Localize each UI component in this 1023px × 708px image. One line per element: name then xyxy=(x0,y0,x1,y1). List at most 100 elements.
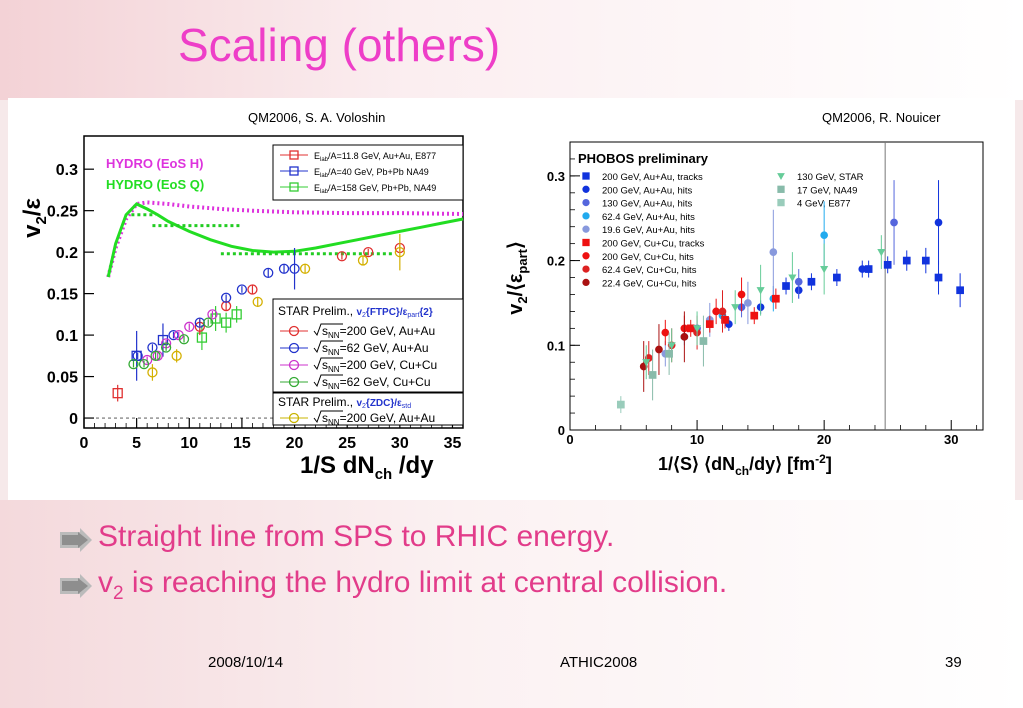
plot-frame xyxy=(569,141,984,431)
right-chart-credit: QM2006, R. Nouicer xyxy=(822,110,941,125)
data-point xyxy=(278,263,290,274)
data-point xyxy=(220,300,232,312)
legend-box-star xyxy=(272,298,464,393)
data-point xyxy=(902,256,911,265)
legend-text: 200 GeV, Cu+Cu, tracks xyxy=(602,239,705,250)
legend-marker xyxy=(582,238,590,247)
x-tick-label: 0 xyxy=(566,432,573,447)
legend-marker xyxy=(288,359,300,371)
data-point xyxy=(858,265,867,273)
legend-box-zdc xyxy=(272,392,464,426)
footer-page-number: 39 xyxy=(945,654,962,671)
data-point xyxy=(203,317,214,328)
data-point xyxy=(693,325,702,333)
legend-text: 200 GeV, Au+Au, hits xyxy=(602,185,692,196)
chart-title: PHOBOS preliminary xyxy=(578,151,709,166)
data-point xyxy=(252,296,263,308)
data-point xyxy=(712,307,720,316)
legend-text: Elab/A=11.8 GeV, Au+Au, E877 xyxy=(314,151,436,163)
data-point xyxy=(263,267,274,279)
legend-text: 22.4 GeV, Cu+Cu, hits xyxy=(602,278,697,289)
data-point xyxy=(744,299,752,307)
legend-text: sNN=200 GeV, Au+Au xyxy=(322,324,435,340)
legend-marker xyxy=(582,185,590,193)
x-tick-label: 10 xyxy=(690,432,704,447)
footer-background xyxy=(0,500,1023,708)
data-point xyxy=(699,337,708,345)
legend-text: Elab/A=40 GeV, Pb+Pb NA49 xyxy=(314,167,429,179)
data-point xyxy=(363,246,374,258)
data-point xyxy=(655,345,663,354)
legend-text: sNN=62 GeV, Au+Au xyxy=(322,341,429,357)
legend-text: sNN=200 GeV, Au+Au xyxy=(322,411,435,427)
data-point xyxy=(820,265,829,274)
data-point xyxy=(807,277,816,286)
x-tick-label: 20 xyxy=(286,435,304,452)
x-tick-label: 15 xyxy=(233,435,251,452)
y-tick-label: 0.2 xyxy=(547,254,565,269)
legend-marker xyxy=(288,342,300,354)
bullet-text: v2 is reaching the hydro limit at centra… xyxy=(98,566,728,604)
legend-text: 130 GeV, STAR xyxy=(797,172,864,183)
data-point xyxy=(705,320,714,328)
legend-text: 62.4 GeV, Au+Au, hits xyxy=(602,212,695,223)
sqrt-symbol xyxy=(313,340,343,354)
data-point xyxy=(168,329,179,341)
hydro-label: HYDRO (EoS H) xyxy=(106,156,204,171)
data-point xyxy=(289,263,300,274)
data-point xyxy=(648,371,657,379)
data-point xyxy=(171,350,182,361)
legend-box-top xyxy=(272,144,464,201)
legend-marker xyxy=(777,173,785,181)
data-point xyxy=(247,284,258,295)
hydro-label: HYDRO (EoS Q) xyxy=(106,177,204,192)
x-tick-label: 25 xyxy=(338,435,356,452)
y-axis-label: v2/ε xyxy=(19,198,50,238)
data-point xyxy=(756,287,765,295)
left-chart-credit: QM2006, S. A. Voloshin xyxy=(248,110,386,125)
data-point xyxy=(112,388,123,399)
legend-marker xyxy=(582,172,590,180)
legend-text: 17 GeV, NA49 xyxy=(797,185,857,196)
y-tick-label: 0 xyxy=(69,411,78,428)
data-point xyxy=(877,249,886,257)
data-point xyxy=(220,317,232,328)
data-point xyxy=(160,342,172,353)
legend-text: 200 GeV, Cu+Cu, hits xyxy=(602,252,694,263)
legend-marker xyxy=(582,278,590,287)
data-point xyxy=(231,309,242,320)
legend-text: sNN=62 GeV, Cu+Cu xyxy=(322,375,431,391)
data-point xyxy=(883,260,892,269)
data-point xyxy=(128,358,139,370)
data-point xyxy=(150,350,161,361)
arrow-bullet-icon xyxy=(60,528,92,552)
data-point xyxy=(833,273,841,282)
y-tick-label: 0.1 xyxy=(56,328,78,345)
data-point xyxy=(718,307,727,316)
y-tick-label: 0.2 xyxy=(56,245,78,262)
y-tick-label: 0.15 xyxy=(47,287,78,304)
data-point xyxy=(207,309,218,320)
slide-title: Scaling (others) xyxy=(178,19,501,71)
data-point xyxy=(394,246,405,258)
data-point xyxy=(667,342,676,350)
left-chart: 0 5 10 15 20 25 30 35 0 0.05 0.1 0.15 0.2 0.25 0.3 v2/ε… xyxy=(19,135,464,483)
legend-marker xyxy=(777,198,785,207)
data-point xyxy=(864,265,873,273)
data-point xyxy=(737,290,746,299)
data-point xyxy=(820,231,829,240)
data-point xyxy=(299,263,311,274)
y-tick-label: 0.05 xyxy=(47,370,78,387)
data-point xyxy=(956,286,964,295)
legend-marker xyxy=(288,376,300,388)
x-axis-label: 1/S dNch /dy xyxy=(300,452,434,483)
legend-header: STAR Prelim., v2{FTPC}/εpart{2} xyxy=(278,304,433,319)
y-tick-label: 0.25 xyxy=(47,204,78,221)
data-point xyxy=(665,349,673,358)
x-tick-label: 10 xyxy=(180,435,198,452)
sqrt-symbol xyxy=(313,323,343,337)
y-axis-label: v2/⟨εpart⟩ xyxy=(505,241,530,315)
x-tick-label: 20 xyxy=(817,432,831,447)
data-point xyxy=(357,255,369,266)
data-point xyxy=(196,332,208,343)
